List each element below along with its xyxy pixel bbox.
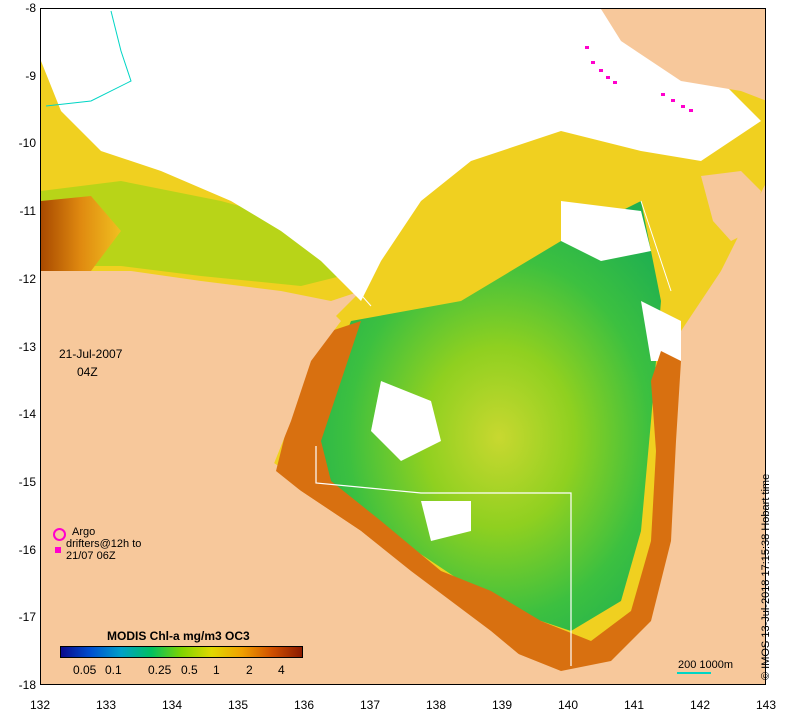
lat-tick-label: -18 <box>18 678 36 692</box>
land-cape-york <box>701 171 761 241</box>
argo-label: Argo <box>72 526 96 538</box>
lat-tick-label: -9 <box>25 68 36 83</box>
gulf-coastal-water <box>276 321 681 671</box>
isobath-1000m-line <box>45 10 132 107</box>
drifter-track-point <box>599 69 603 72</box>
lon-tick-label: 138 <box>425 698 447 712</box>
date-label: 21-Jul-2007 <box>59 347 123 361</box>
lon-tick-label: 133 <box>95 698 117 712</box>
land-new-guinea <box>421 9 765 101</box>
isobath-200m-line <box>640 200 672 292</box>
drifters-label: drifters@12h to <box>66 538 142 550</box>
colorbar-tick-label: 0.05 <box>73 663 97 677</box>
lat-tick-label: -12 <box>18 271 36 286</box>
time-label: 04Z <box>77 365 98 379</box>
colorbar-tick-label: 2 <box>246 663 253 677</box>
isobath-scale-label: 200 1000m <box>678 659 734 671</box>
drifter-track-point <box>591 61 595 64</box>
map-area <box>40 8 766 685</box>
colorbar-tick-label: 1 <box>213 663 220 677</box>
isobath-200m-line <box>280 195 372 307</box>
drifters-date-label: 21/07 06Z <box>66 550 116 562</box>
colorbar-tick-label: 0.25 <box>148 663 172 677</box>
lon-tick-label: 142 <box>689 698 711 712</box>
cloud-cover <box>41 9 761 301</box>
drifter-track-point <box>671 99 675 102</box>
northern-coastal-water <box>41 196 121 271</box>
cloud-patch <box>561 201 651 261</box>
lon-tick-label: 140 <box>557 698 579 712</box>
lat-tick-label: -15 <box>18 474 36 489</box>
colorbar-tick-label: 0.1 <box>105 663 122 677</box>
lon-tick-label: 141 <box>623 698 645 712</box>
cloud-patch <box>641 301 681 361</box>
lat-tick-label: -11 <box>19 204 36 219</box>
colorbar <box>60 646 303 658</box>
isobath-scale-line <box>677 672 711 674</box>
lon-tick-label: 136 <box>293 698 315 712</box>
lat-tick-label: -13 <box>18 339 36 354</box>
isobath-200m-line <box>315 446 572 666</box>
cloud-patch <box>371 381 441 461</box>
colorbar-tick-label: 4 <box>278 663 285 677</box>
lon-tick-label: 143 <box>755 698 777 712</box>
colorbar-title: MODIS Chl-a mg/m3 OC3 <box>107 629 250 643</box>
lon-tick-label: 135 <box>227 698 249 712</box>
drifter-track-point <box>661 93 665 96</box>
argo-marker-icon <box>53 528 66 541</box>
lat-tick-label: -16 <box>18 542 36 557</box>
lon-tick-label: 132 <box>29 698 51 712</box>
cloud-patch <box>421 501 471 541</box>
lat-tick-label: -17 <box>18 610 36 625</box>
timestamp-text: © IMOS 13-Jul-2018 17:15:38 Hobart time <box>760 473 772 680</box>
lat-tick-label: -8 <box>25 1 36 15</box>
drifter-marker-icon <box>55 547 61 553</box>
lon-tick-label: 137 <box>359 698 381 712</box>
drifter-track-point <box>613 81 617 84</box>
land-australia <box>41 184 765 684</box>
lon-tick-label: 134 <box>161 698 183 712</box>
chlorophyll-map <box>41 9 765 684</box>
drifter-track-point <box>689 109 693 112</box>
drifter-track-point <box>585 46 589 49</box>
drifter-track-point <box>606 76 610 79</box>
arafura-sea-water <box>41 181 361 286</box>
colorbar-tick-label: 0.5 <box>181 663 198 677</box>
drifter-track-point <box>681 105 685 108</box>
lat-tick-label: -10 <box>18 136 36 151</box>
lon-tick-label: 139 <box>491 698 513 712</box>
lat-tick-label: -14 <box>18 407 36 422</box>
